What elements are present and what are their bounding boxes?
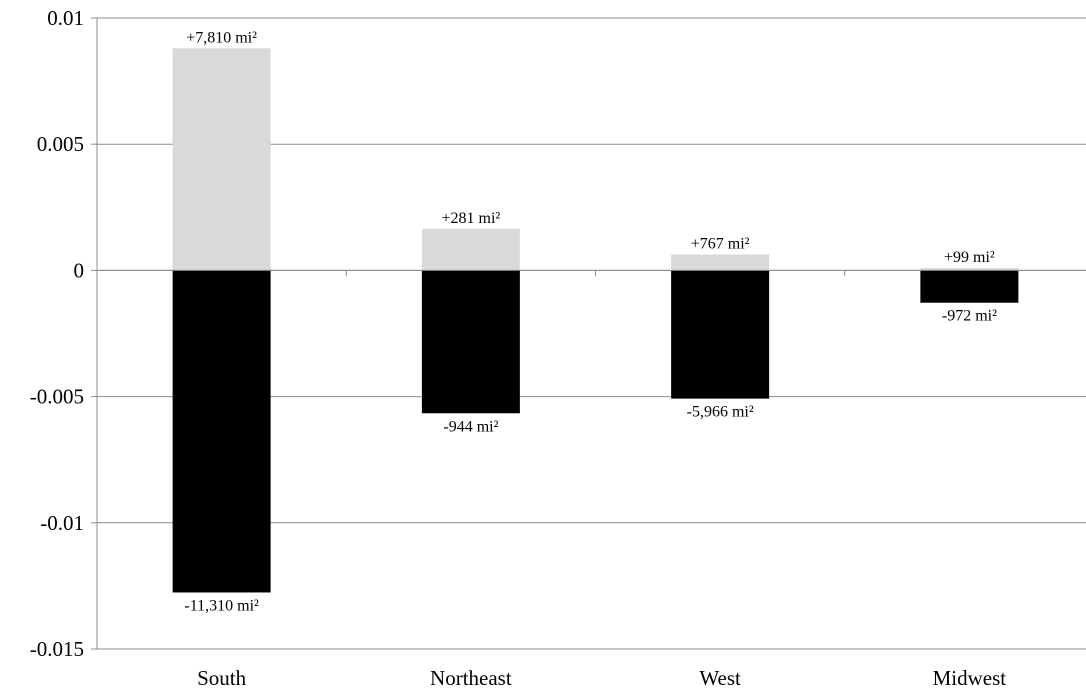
loss-data-label: -972 mi² (942, 308, 997, 325)
y-tick-label: -0.015 (30, 637, 84, 661)
category-labels: South Northeast West Midwest (197, 666, 1006, 690)
y-tick-label: 0 (74, 258, 85, 282)
y-tick-label: -0.005 (30, 385, 84, 409)
y-tick-label: 0.01 (47, 6, 84, 30)
bar-gain (421, 228, 520, 271)
data-labels: +7,810 mi² -11,310 mi² +281 mi² -944 mi² +76… (184, 29, 997, 614)
bars (172, 48, 1019, 593)
loss-data-label: -11,310 mi² (184, 597, 259, 614)
gain-data-label: +99 mi² (944, 249, 995, 266)
gain-data-label: +767 mi² (691, 235, 750, 252)
bar-loss (172, 270, 271, 593)
bar-gain (920, 268, 1019, 271)
category-label: Midwest (933, 666, 1007, 690)
category-label: West (699, 666, 741, 690)
category-label: South (197, 666, 247, 690)
gain-data-label: +281 mi² (442, 210, 501, 227)
y-tick-label: -0.01 (40, 511, 84, 535)
y-tick-labels: 0.01 0.005 0 -0.005 -0.01 -0.015 (30, 6, 84, 661)
gain-data-label: +7,810 mi² (186, 29, 257, 46)
loss-data-label: -944 mi² (443, 418, 498, 435)
bar-loss (920, 270, 1019, 303)
bar-loss (671, 270, 770, 399)
bar-gain (172, 48, 271, 271)
y-tick-label: 0.005 (37, 132, 84, 156)
bar-loss (421, 270, 520, 414)
category-label: Northeast (430, 666, 512, 690)
axes (91, 17, 1086, 650)
bar-gain (671, 254, 770, 271)
loss-data-label: -5,966 mi² (687, 404, 754, 421)
